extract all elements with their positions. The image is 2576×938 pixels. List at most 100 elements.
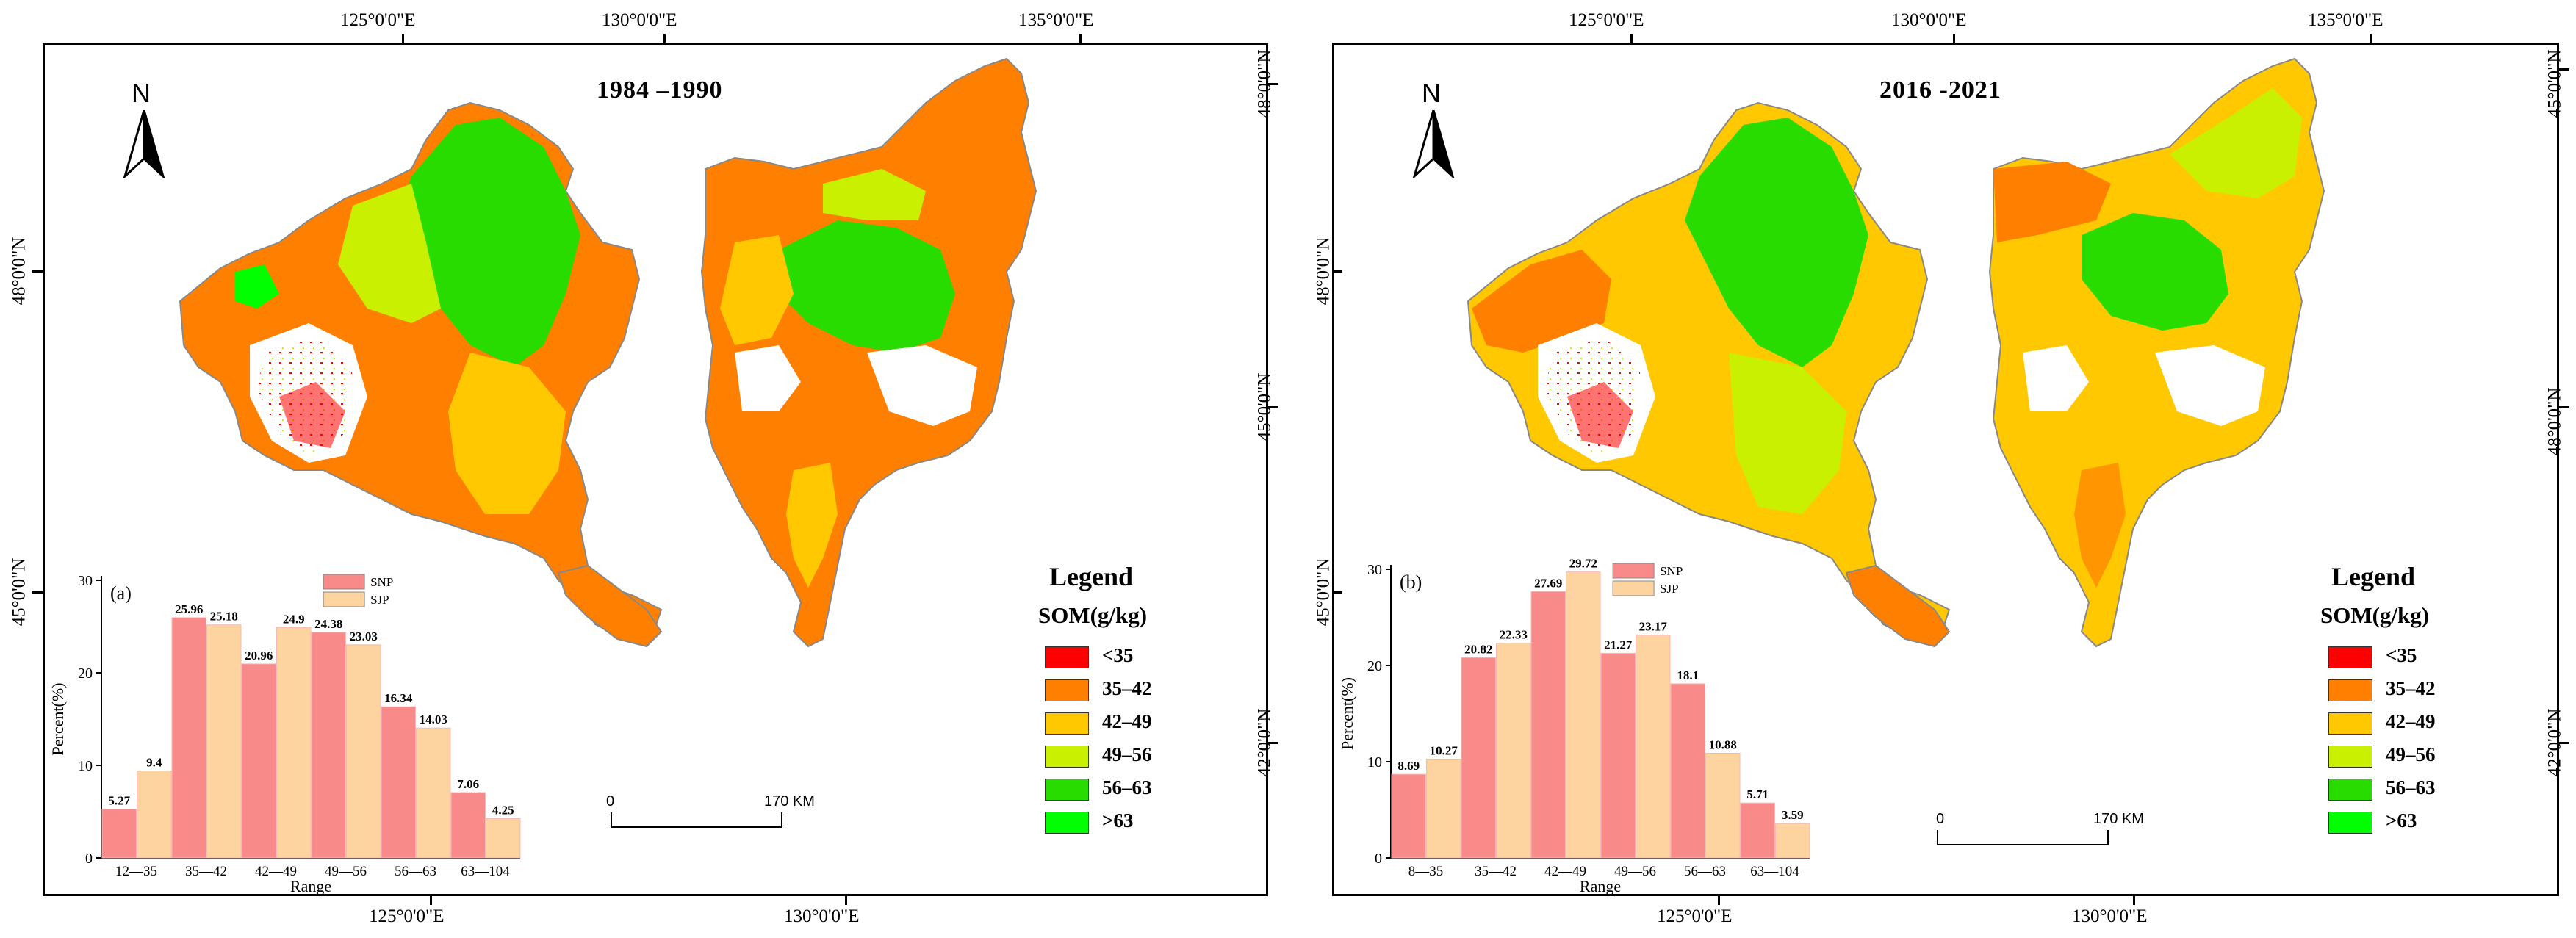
white-cropland-east-2 bbox=[2023, 345, 2089, 411]
south-tail-west bbox=[1845, 564, 1951, 648]
bar-snp bbox=[450, 792, 486, 859]
y-tick-label: 0 bbox=[1375, 851, 1382, 867]
bar-snp bbox=[171, 617, 206, 859]
legend-label: >63 bbox=[1102, 809, 1134, 831]
north-label: N bbox=[1422, 78, 1441, 108]
bar-value-label: 23.17 bbox=[1639, 619, 1668, 633]
map-title: 1984 –1990 bbox=[597, 76, 723, 104]
bar-value-label: 4.25 bbox=[492, 803, 514, 817]
x-tick-label: 42—49 bbox=[255, 864, 297, 879]
yellow-zone-east bbox=[720, 235, 794, 345]
chart-panel-label: (b) bbox=[1400, 571, 1422, 593]
legend-swatch bbox=[1045, 679, 1089, 701]
north-arrow-icon bbox=[1412, 110, 1455, 178]
bar-snp bbox=[241, 663, 276, 859]
yellow-green-east bbox=[2170, 88, 2302, 198]
legend-swatch bbox=[2328, 679, 2372, 701]
bar-value-label: 10.88 bbox=[1709, 737, 1737, 751]
legend-label: 49–56 bbox=[2386, 743, 2436, 765]
south-tail-west bbox=[557, 564, 663, 648]
bar-sjp bbox=[276, 627, 312, 859]
map-title: 2016 -2021 bbox=[1879, 76, 2001, 104]
scale-end: 170 KM bbox=[2093, 811, 2144, 827]
y-tick-label: 20 bbox=[78, 665, 93, 682]
south-tail-east bbox=[2074, 463, 2126, 588]
bar-value-label: 18.1 bbox=[1677, 668, 1699, 682]
x-tick-label: 56—63 bbox=[395, 864, 436, 879]
bottom-tick-125e: 125°0'0"E bbox=[1657, 906, 1733, 926]
top-tick-125e: 125°0'0"E bbox=[1569, 10, 1644, 30]
bottom-tick-125e: 125°0'0"E bbox=[369, 906, 445, 926]
bar-value-label: 27.69 bbox=[1534, 576, 1562, 590]
legend-label: 42–49 bbox=[1102, 710, 1152, 732]
x-tick-label: 49—56 bbox=[325, 864, 367, 879]
top-tick-130e: 130°0'0"E bbox=[1891, 10, 1967, 30]
bar-value-label: 29.72 bbox=[1569, 557, 1597, 571]
yellow-green-west bbox=[338, 184, 441, 323]
legend-swatch bbox=[2328, 779, 2372, 801]
legend-label: <35 bbox=[2386, 644, 2417, 666]
bar-snp bbox=[1530, 591, 1566, 859]
legend-swatch bbox=[2328, 812, 2372, 834]
bar-sjp bbox=[206, 624, 242, 859]
histogram-chart-a: 0 10 20 30 5.27 25.96 20.96 24.38 16.34 7.06 9.4 25… bbox=[48, 573, 521, 895]
bar-snp bbox=[1740, 802, 1775, 859]
bar-sjp bbox=[1426, 758, 1461, 859]
bar-snp bbox=[1670, 683, 1705, 859]
south-tail-east bbox=[786, 463, 838, 588]
bar-value-label: 16.34 bbox=[384, 691, 413, 705]
y-tick-label: 20 bbox=[1367, 658, 1382, 674]
green-core-east bbox=[779, 220, 955, 353]
legend-label: >63 bbox=[2386, 809, 2417, 831]
legend-swatch bbox=[1045, 779, 1089, 801]
legend-swatch bbox=[2328, 712, 2372, 735]
bar-value-label: 9.4 bbox=[146, 756, 162, 770]
y-tick-label: 0 bbox=[85, 851, 93, 867]
y-axis-title: Percent(%) bbox=[1338, 677, 1356, 750]
chart-legend-label: SJP bbox=[370, 593, 389, 607]
soil-organic-matter-map bbox=[179, 57, 1037, 648]
y-tick-label: 10 bbox=[78, 758, 93, 774]
green-core-west bbox=[397, 118, 580, 367]
top-tick-130e: 130°0'0"E bbox=[602, 10, 677, 30]
scale-bar bbox=[611, 812, 782, 828]
chart-legend-swatch bbox=[323, 574, 365, 590]
soil-organic-matter-map bbox=[1467, 57, 2325, 648]
white-cropland-east-2 bbox=[735, 345, 801, 411]
y-tick-label: 30 bbox=[1367, 562, 1382, 578]
scale-zero: 0 bbox=[606, 793, 615, 809]
bar-sjp bbox=[137, 771, 172, 859]
bar-snp bbox=[1600, 652, 1636, 859]
top-tick-135e: 135°0'0"E bbox=[2308, 10, 2383, 30]
bar-value-label: 24.9 bbox=[283, 612, 305, 626]
bottom-tick-130e: 130°0'0"E bbox=[2072, 906, 2148, 926]
legend-label: 56–63 bbox=[2386, 776, 2436, 798]
yellow-green-east bbox=[823, 169, 926, 220]
bar-snp bbox=[101, 809, 137, 859]
legend-label: 35–42 bbox=[1102, 677, 1152, 699]
north-label: N bbox=[132, 78, 151, 108]
legend-subtitle: SOM(g/kg) bbox=[1038, 602, 1148, 628]
chart-legend-swatch bbox=[1612, 580, 1655, 596]
chart-legend-swatch bbox=[1612, 563, 1655, 579]
x-tick-label: 12—35 bbox=[115, 864, 157, 879]
bar-value-label: 20.96 bbox=[245, 649, 273, 663]
x-tick-label: 35—42 bbox=[1475, 864, 1517, 879]
legend-label: 56–63 bbox=[1102, 776, 1152, 798]
top-tick-135e: 135°0'0"E bbox=[1018, 10, 1094, 30]
scale-bar bbox=[1937, 830, 2109, 845]
bar-value-label: 8.69 bbox=[1397, 759, 1420, 773]
x-tick-label: 35—42 bbox=[185, 864, 227, 879]
green-core-east bbox=[2082, 213, 2228, 331]
x-tick-label: 63—104 bbox=[1750, 864, 1799, 879]
histogram-chart-b: 0 10 20 30 8.69 20.82 27.69 21.27 18.1 5.71 10.27 2… bbox=[1338, 557, 1810, 895]
chart-panel-label: (a) bbox=[110, 582, 132, 604]
x-tick-label: 42—49 bbox=[1544, 864, 1586, 879]
y-tick-label: 10 bbox=[1367, 754, 1382, 771]
bar-snp bbox=[1391, 773, 1426, 859]
yellow-zone-west bbox=[448, 353, 566, 514]
bar-value-label: 22.33 bbox=[1500, 627, 1528, 641]
bar-value-label: 20.82 bbox=[1464, 642, 1492, 656]
x-axis-title: Range bbox=[290, 877, 331, 895]
green-core-west bbox=[1685, 118, 1868, 367]
